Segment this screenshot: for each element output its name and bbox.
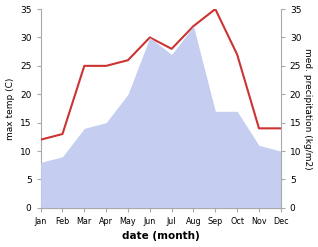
Y-axis label: max temp (C): max temp (C)	[5, 77, 15, 140]
X-axis label: date (month): date (month)	[122, 231, 200, 242]
Y-axis label: med. precipitation (kg/m2): med. precipitation (kg/m2)	[303, 48, 313, 169]
